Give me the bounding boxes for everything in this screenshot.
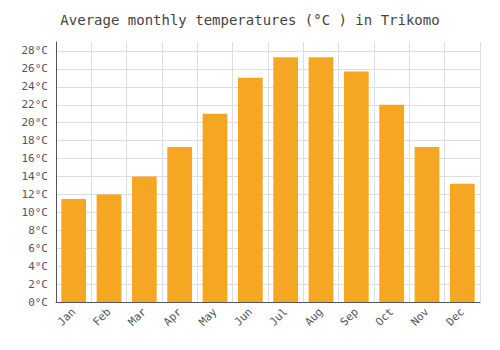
svg-text:6°C: 6°C (28, 242, 48, 255)
svg-text:Sep: Sep (338, 305, 361, 328)
svg-text:28°C: 28°C (22, 44, 49, 57)
svg-text:22°C: 22°C (22, 98, 49, 111)
svg-text:24°C: 24°C (22, 80, 49, 93)
svg-text:May: May (196, 305, 219, 328)
svg-text:Average monthly temperatures (: Average monthly temperatures (°C ) in Tr… (60, 12, 439, 28)
svg-text:Jul: Jul (267, 305, 290, 328)
svg-text:Apr: Apr (161, 305, 184, 328)
svg-text:Nov: Nov (408, 305, 431, 328)
svg-text:10°C: 10°C (22, 206, 49, 219)
svg-text:26°C: 26°C (22, 62, 49, 75)
svg-text:Oct: Oct (373, 305, 396, 328)
svg-text:18°C: 18°C (22, 134, 49, 147)
svg-text:12°C: 12°C (22, 188, 49, 201)
svg-text:16°C: 16°C (22, 152, 49, 165)
svg-text:2°C: 2°C (28, 278, 48, 291)
svg-text:Dec: Dec (444, 305, 467, 328)
svg-text:Mar: Mar (126, 305, 149, 328)
svg-text:Aug: Aug (302, 305, 325, 328)
svg-text:Jan: Jan (55, 305, 78, 328)
svg-text:Feb: Feb (90, 305, 113, 328)
svg-text:Jun: Jun (232, 305, 255, 328)
svg-text:8°C: 8°C (28, 224, 48, 237)
svg-text:4°C: 4°C (28, 260, 48, 273)
svg-text:0°C: 0°C (28, 296, 48, 309)
svg-text:14°C: 14°C (22, 170, 49, 183)
svg-text:20°C: 20°C (22, 116, 49, 129)
